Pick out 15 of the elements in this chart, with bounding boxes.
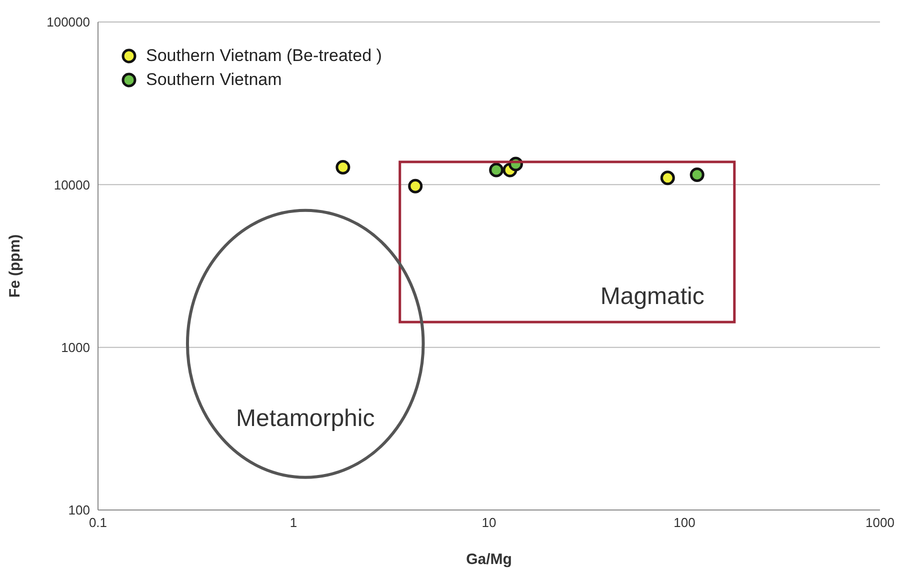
y-tick-label: 100 xyxy=(68,502,90,518)
x-tick-label: 100 xyxy=(674,515,696,530)
y-axis-title: Fe (ppm) xyxy=(6,234,24,298)
y-tick-label: 10000 xyxy=(54,177,90,192)
annotation: Magmatic xyxy=(600,283,704,310)
annotation: Metamorphic xyxy=(236,404,375,432)
x-tick-label: 1000 xyxy=(866,515,894,530)
y-tick-label: 1000 xyxy=(61,340,90,355)
x-axis-title: Ga/Mg xyxy=(466,551,512,568)
x-tick-label: 1 xyxy=(290,515,298,530)
y-tick-label: 100000 xyxy=(46,14,90,30)
legend-label: Southern Vietnam (Be-treated ) xyxy=(146,45,382,67)
x-tick-label: 0.1 xyxy=(88,515,108,530)
x-tick-label: 10 xyxy=(482,515,496,530)
legend-label: Southern Vietnam xyxy=(146,69,282,91)
